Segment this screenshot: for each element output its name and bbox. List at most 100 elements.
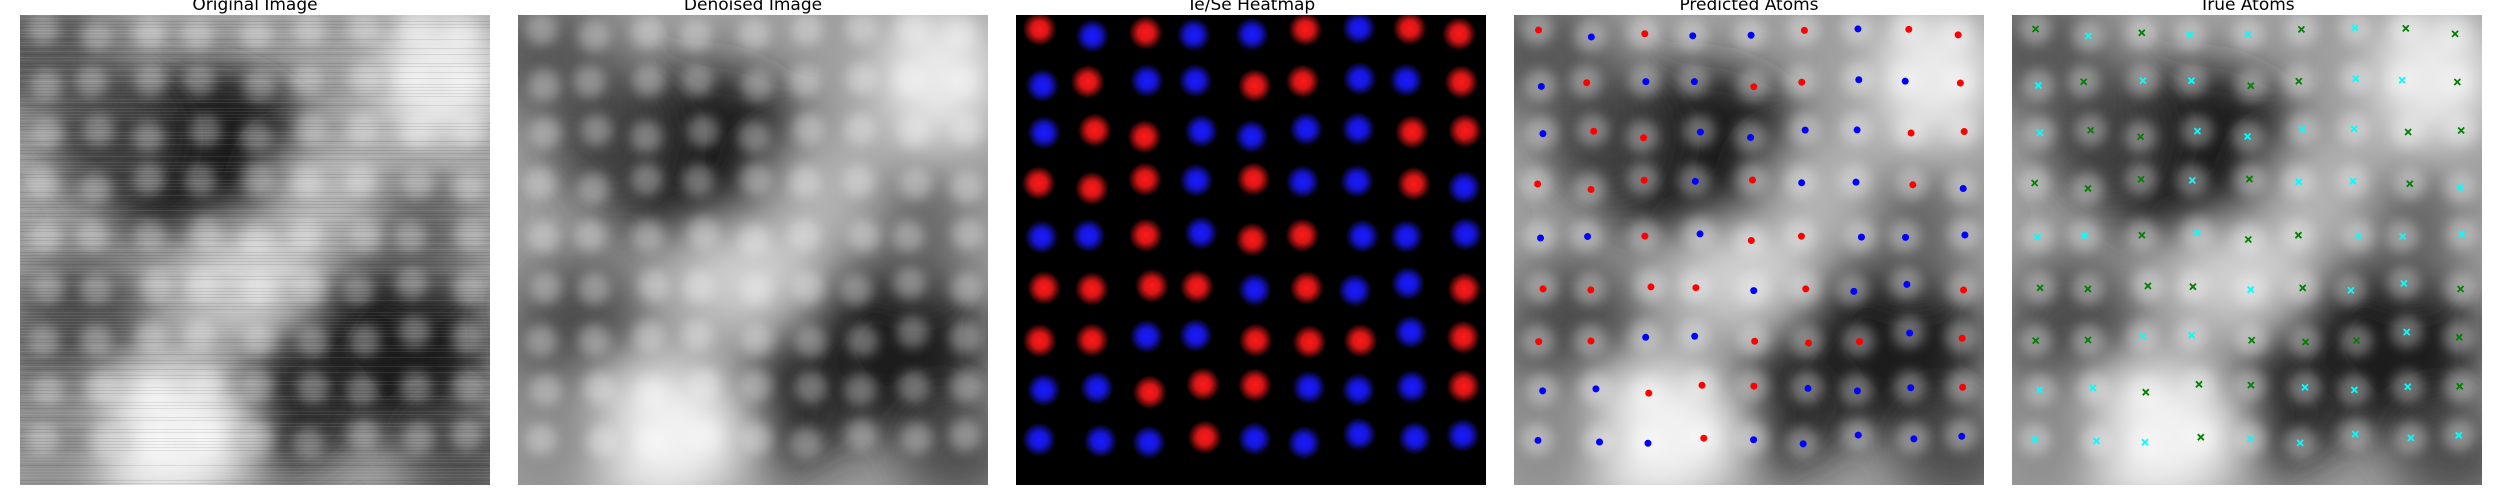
true-atom-cyan [2456, 183, 2464, 192]
atom-bump [949, 321, 982, 354]
scan-line [20, 135, 490, 136]
heatmap-spot-blue [1341, 372, 1376, 407]
scan-line [20, 126, 490, 127]
predicted-atom-red [1535, 26, 1543, 34]
atom-bump [951, 217, 984, 250]
scan-line [20, 21, 490, 22]
atom-bump [136, 426, 169, 459]
atom-bump [79, 324, 112, 357]
heatmap-spot-blue [1184, 215, 1219, 250]
atom-bump [449, 66, 482, 99]
predicted-atom-red [1700, 434, 1708, 442]
true-atom-cyan [2403, 328, 2411, 336]
atom-bump [739, 163, 772, 196]
scan-line [20, 69, 490, 70]
atom-bump [893, 267, 926, 300]
scan-line [20, 150, 490, 151]
heatmap-spot-blue [1129, 63, 1164, 98]
atom-bump [399, 370, 432, 403]
atom-bump [134, 320, 167, 353]
atom-bump [75, 65, 108, 98]
scan-line [20, 165, 490, 166]
scan-line [20, 111, 490, 112]
scan-line [20, 87, 490, 88]
atom-bump [31, 373, 64, 406]
predicted-atom-blue [1961, 231, 1969, 239]
true-atom-green [2144, 282, 2152, 290]
atom-bump [740, 369, 773, 402]
scan-line [20, 438, 490, 439]
scan-line [20, 291, 490, 292]
atom-bump [290, 65, 323, 98]
heatmap-spot-blue [1079, 370, 1114, 405]
true-atom-green [2087, 126, 2095, 134]
atom-bump [630, 120, 663, 153]
scan-line [20, 159, 490, 160]
true-atom-green [2295, 77, 2303, 85]
atom-bump [27, 324, 60, 357]
heatmap-spot-blue [1390, 266, 1425, 301]
true-atom-cyan [2404, 383, 2412, 391]
atom-bump [241, 163, 274, 196]
scan-line [20, 84, 490, 85]
predicted-atom-red [1750, 382, 1758, 390]
true-atom-green [2084, 184, 2092, 193]
atom-bump [82, 114, 115, 147]
predicted-atom-blue [1691, 177, 1699, 185]
true-atom-green [2136, 133, 2145, 141]
atom-bump [133, 16, 166, 49]
atom-bump [741, 324, 774, 357]
atom-bump [788, 65, 821, 98]
atom-bump [900, 421, 933, 454]
scan-line [20, 369, 490, 370]
atom-bump [529, 116, 562, 149]
heatmap-spot-red [1132, 375, 1167, 410]
predicted-atom-blue [1696, 128, 1704, 136]
scan-line [20, 354, 490, 355]
predicted-atom-blue [1696, 230, 1704, 238]
predicted-atom-blue [1901, 77, 1909, 85]
atom-bump [290, 219, 323, 252]
heatmap-spot-blue [1178, 63, 1213, 98]
scan-line [20, 141, 490, 142]
predicted-atom-red [1805, 339, 1813, 347]
heatmap-spot-red [1235, 222, 1270, 257]
predicted-atom-red [1645, 389, 1653, 397]
heatmap-spot-blue [1237, 272, 1272, 307]
scan-line [20, 189, 490, 190]
heatmap-spot-blue [1285, 164, 1320, 199]
heatmap-spot-blue [1393, 315, 1428, 350]
atom-bump [892, 220, 925, 253]
predicted-atom-red [1958, 334, 1966, 342]
true-atom-cyan [2351, 24, 2359, 32]
heatmap-spot-blue [1071, 218, 1106, 253]
atom-bump [192, 421, 225, 454]
scan-line [20, 75, 490, 76]
scan-line [20, 321, 490, 322]
predicted-atom-red [1802, 285, 1810, 293]
scan-line [20, 309, 490, 310]
atom-bump [740, 273, 773, 306]
true-atom-cyan [2033, 233, 2042, 241]
heatmap-spot-blue [1026, 115, 1061, 150]
predicted-atom-red [1692, 284, 1700, 292]
true-atom-green [2404, 128, 2412, 136]
true-atom-cyan [2080, 231, 2089, 240]
scan-line [20, 15, 490, 16]
heatmap-spot-red [1343, 323, 1378, 358]
predicted-atom-red [1751, 337, 1759, 345]
heatmap-spot-blue [1339, 164, 1374, 199]
atom-bump [679, 18, 712, 51]
predicted-atom-blue [1690, 78, 1698, 86]
scan-line [20, 372, 490, 373]
atom-contrast [26, 15, 486, 459]
scan-line [20, 240, 490, 241]
atom-bump [631, 219, 664, 252]
heatmap-spot-blue [1337, 273, 1372, 308]
predicted-atom-red [1960, 128, 1968, 136]
atom-bump [842, 165, 875, 198]
atom-contrast [1520, 15, 1980, 459]
true-atom-cyan [2347, 286, 2355, 294]
predicted-atom-red [1750, 83, 1758, 91]
true-atom-cyan [2247, 285, 2255, 294]
